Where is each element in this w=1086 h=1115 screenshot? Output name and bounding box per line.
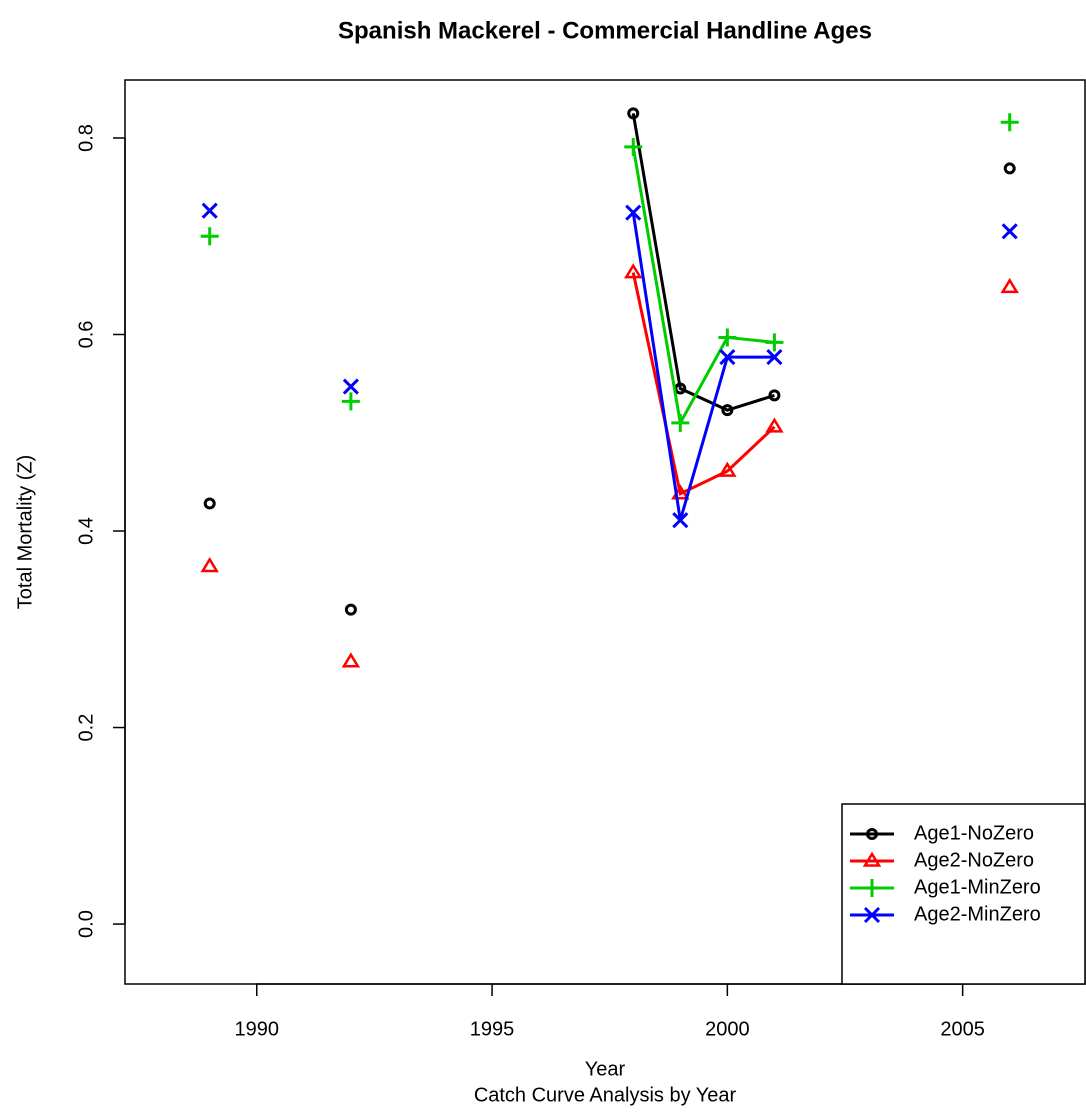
point xyxy=(344,603,357,616)
point xyxy=(200,556,219,573)
point xyxy=(627,107,640,120)
point xyxy=(768,389,781,402)
point xyxy=(721,404,734,417)
point xyxy=(1003,162,1016,175)
x-tick-label: 1995 xyxy=(470,1018,515,1040)
point xyxy=(718,461,737,477)
point xyxy=(718,328,737,347)
point xyxy=(201,202,218,219)
point xyxy=(765,417,784,433)
y-tick-label: 0.2 xyxy=(75,714,97,742)
point xyxy=(624,137,643,156)
point xyxy=(341,392,360,411)
point xyxy=(341,652,361,668)
y-tick-label: 0.8 xyxy=(75,124,97,152)
y-axis-label: Total Mortality (Z) xyxy=(14,455,36,609)
legend-marker xyxy=(863,879,881,897)
y-tick-label: 0.4 xyxy=(75,517,97,545)
series-line xyxy=(633,273,1009,494)
point xyxy=(203,497,216,510)
point xyxy=(672,512,689,529)
series-line xyxy=(633,113,1009,410)
point xyxy=(1000,113,1019,132)
x-tick-label: 2005 xyxy=(940,1018,985,1040)
x-tick-label: 1990 xyxy=(235,1018,280,1040)
x-axis-label: Year xyxy=(585,1058,626,1080)
legend-label: Age1-NoZero xyxy=(914,822,1034,844)
y-tick-label: 0.6 xyxy=(75,321,97,349)
series-line xyxy=(633,213,1009,521)
subtitle: Catch Curve Analysis by Year xyxy=(474,1084,737,1106)
chart-title: Spanish Mackerel - Commercial Handline A… xyxy=(338,17,872,44)
x-tick-label: 2000 xyxy=(705,1018,750,1040)
legend-marker xyxy=(863,906,881,924)
point xyxy=(671,413,690,432)
point xyxy=(766,349,783,366)
legend-label: Age2-NoZero xyxy=(914,849,1034,871)
point xyxy=(719,349,736,366)
point xyxy=(200,227,219,246)
legend-marker xyxy=(862,851,882,867)
legend-marker xyxy=(866,828,878,840)
legend-label: Age1-MinZero xyxy=(914,876,1041,898)
point xyxy=(1000,277,1019,294)
point xyxy=(1001,223,1018,240)
y-tick-label: 0.0 xyxy=(75,910,97,938)
point xyxy=(624,263,643,279)
series-line xyxy=(633,122,1009,423)
point xyxy=(625,204,642,221)
legend-label: Age2-MinZero xyxy=(914,903,1041,925)
point xyxy=(765,333,784,352)
point xyxy=(342,378,359,395)
